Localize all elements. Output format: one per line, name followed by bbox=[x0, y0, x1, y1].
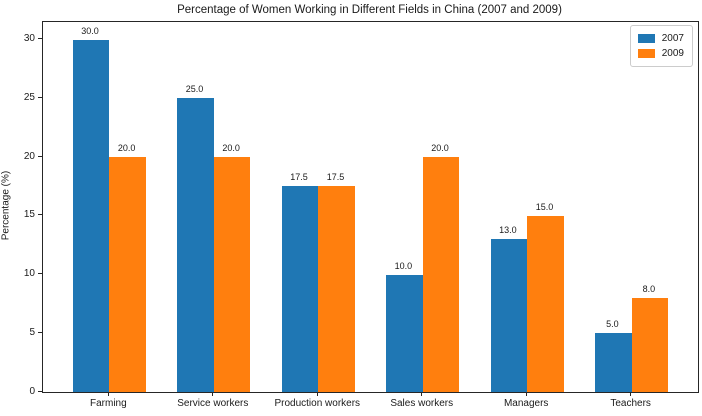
bar-2007-service-workers bbox=[177, 98, 214, 392]
legend-entry-2007: 2007 bbox=[637, 31, 684, 46]
x-tick-label-service-workers: Service workers bbox=[177, 398, 249, 409]
bar-value-label-2007-service-workers: 25.0 bbox=[185, 84, 204, 95]
bar-2009-managers bbox=[527, 215, 564, 392]
bar-value-label-2009-managers: 15.0 bbox=[535, 201, 554, 212]
bar-value-label-2009-sales-workers: 20.0 bbox=[431, 143, 449, 154]
legend-label-2007: 2007 bbox=[661, 33, 684, 44]
y-tick-label: 5 bbox=[29, 326, 35, 338]
x-tick-mark bbox=[316, 392, 318, 396]
bar-2009-farming bbox=[109, 157, 146, 392]
legend-swatch-2007 bbox=[637, 34, 655, 43]
x-tick-mark bbox=[525, 392, 527, 396]
x-tick-label-production-workers: Production workers bbox=[274, 398, 361, 409]
bar-2009-production-workers bbox=[318, 186, 355, 392]
chart-title: Percentage of Women Working in Different… bbox=[177, 4, 562, 16]
y-tick-label: 10 bbox=[23, 268, 35, 280]
y-tick-mark bbox=[38, 390, 42, 392]
bar-value-label-2007-sales-workers: 10.0 bbox=[394, 260, 413, 271]
plot-area bbox=[42, 21, 699, 393]
bar-2007-teachers bbox=[595, 333, 632, 392]
y-tick-mark bbox=[38, 273, 42, 275]
x-tick-mark bbox=[421, 392, 423, 396]
y-tick-label: 0 bbox=[29, 385, 35, 397]
x-tick-label-managers: Managers bbox=[503, 398, 549, 409]
x-tick-mark bbox=[630, 392, 632, 396]
y-tick-label: 15 bbox=[23, 209, 35, 221]
y-tick-mark bbox=[38, 214, 42, 216]
x-tick-label-farming: Farming bbox=[89, 398, 127, 409]
bar-value-label-2007-production-workers: 17.5 bbox=[290, 172, 308, 183]
y-tick-mark bbox=[38, 331, 42, 333]
bar-2009-sales-workers bbox=[422, 157, 460, 392]
y-tick-mark bbox=[38, 38, 42, 40]
legend-entry-2009: 2009 bbox=[637, 46, 684, 61]
y-tick-label: 20 bbox=[23, 150, 35, 162]
bar-value-label-2007-managers: 13.0 bbox=[499, 225, 517, 236]
y-tick-label: 25 bbox=[23, 91, 35, 103]
bar-2009-teachers bbox=[631, 298, 669, 392]
y-tick-mark bbox=[38, 155, 42, 157]
bar-2007-production-workers bbox=[281, 186, 319, 392]
bar-2007-managers bbox=[490, 239, 528, 392]
bar-value-label-2007-farming: 30.0 bbox=[81, 25, 99, 36]
bar-value-label-2009-farming: 20.0 bbox=[117, 143, 136, 154]
bar-2009-service-workers bbox=[213, 157, 251, 392]
bar-2007-sales-workers bbox=[386, 274, 423, 392]
bar-value-label-2007-teachers: 5.0 bbox=[606, 319, 619, 330]
bar-value-label-2009-production-workers: 17.5 bbox=[326, 172, 345, 183]
x-tick-mark bbox=[107, 392, 109, 396]
legend-swatch-2009 bbox=[637, 49, 655, 58]
legend-label-2009: 2009 bbox=[661, 48, 684, 59]
legend: 2007 2009 bbox=[629, 25, 693, 67]
x-tick-label-teachers: Teachers bbox=[610, 398, 651, 409]
y-tick-label: 30 bbox=[23, 33, 35, 45]
bar-value-label-2009-service-workers: 20.0 bbox=[222, 143, 240, 154]
x-tick-mark bbox=[212, 392, 214, 396]
x-tick-label-sales-workers: Sales workers bbox=[390, 398, 454, 409]
bar-value-label-2009-teachers: 8.0 bbox=[642, 284, 656, 295]
bar-2007-farming bbox=[72, 39, 110, 392]
y-tick-mark bbox=[38, 96, 42, 98]
